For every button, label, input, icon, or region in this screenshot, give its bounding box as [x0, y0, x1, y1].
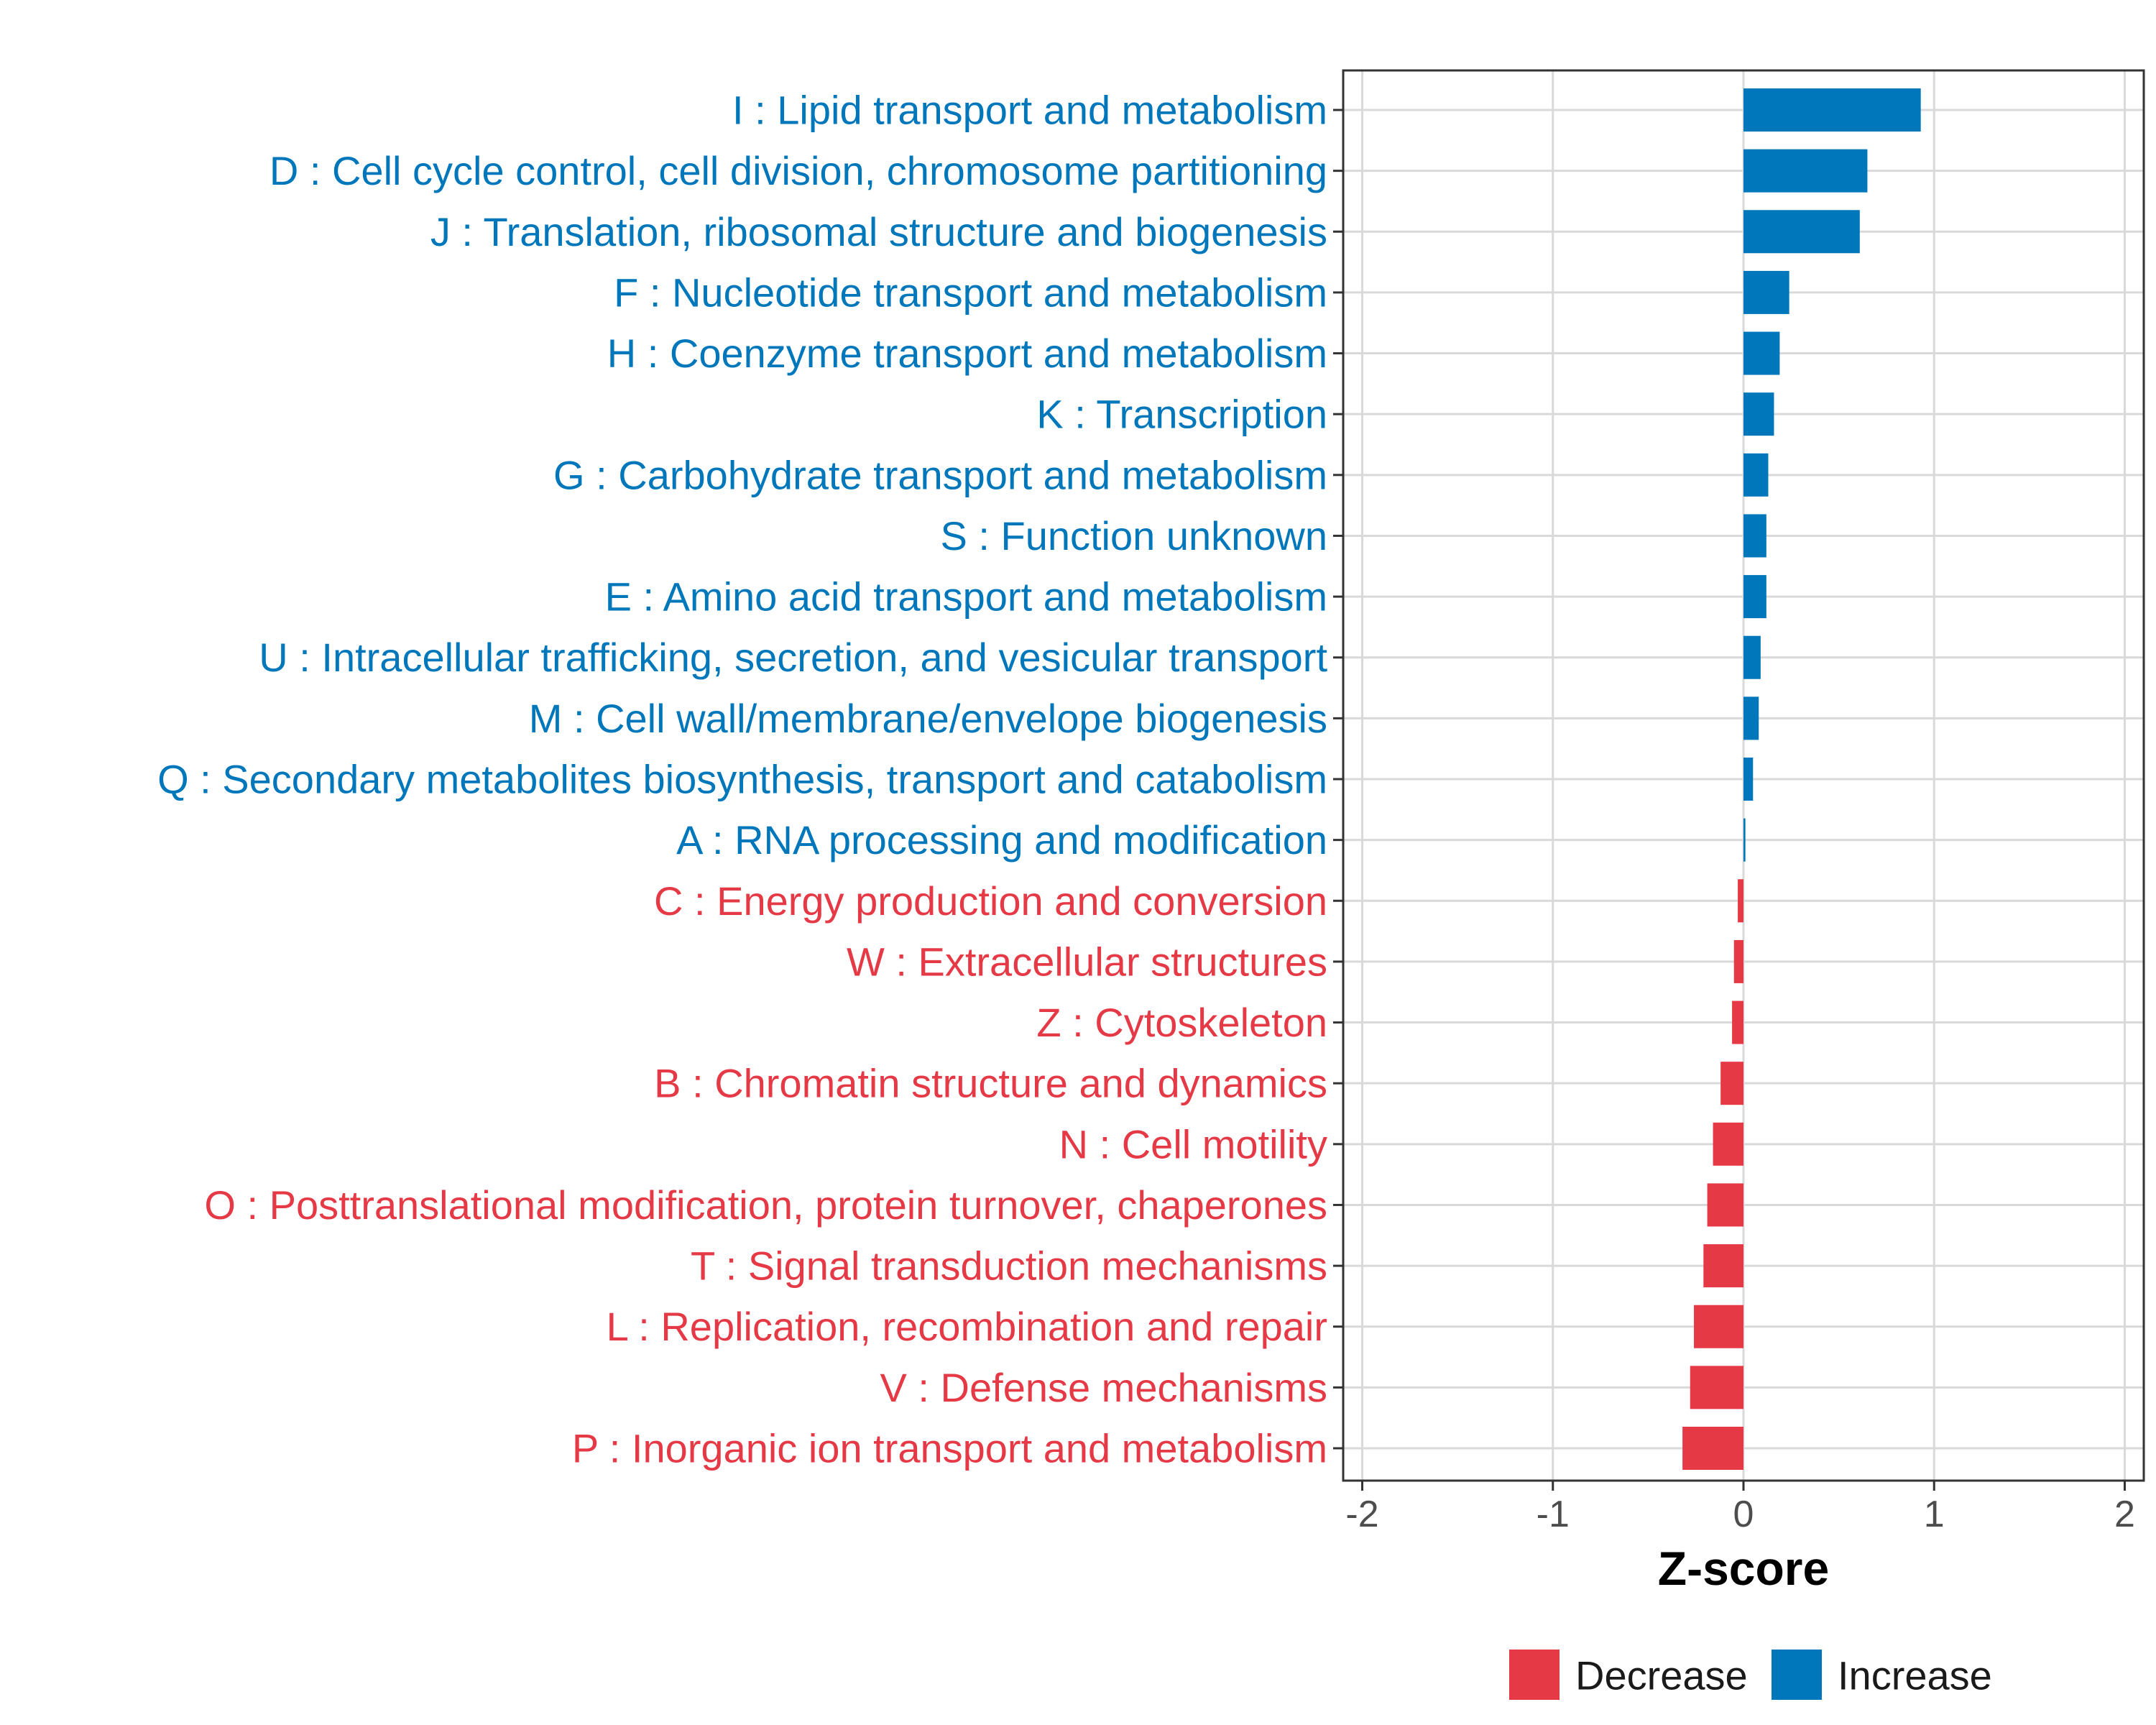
bar: [1743, 88, 1921, 132]
bar: [1713, 1122, 1743, 1166]
bar: [1690, 1366, 1743, 1409]
legend: Decrease Increase: [1509, 1650, 1992, 1700]
x-tick-label: 0: [1733, 1494, 1754, 1535]
category-label: E : Amino acid transport and metabolism: [605, 574, 1327, 620]
category-label: L : Replication, recombination and repai…: [607, 1304, 1327, 1349]
category-label: A : RNA processing and modification: [676, 817, 1327, 862]
bar: [1743, 210, 1860, 254]
category-label: H : Coenzyme transport and metabolism: [607, 331, 1327, 376]
category-label: N : Cell motility: [1059, 1121, 1327, 1167]
bar: [1743, 514, 1766, 558]
bar: [1682, 1427, 1743, 1470]
category-label: P : Inorganic ion transport and metaboli…: [572, 1426, 1327, 1471]
category-label: D : Cell cycle control, cell division, c…: [270, 148, 1327, 193]
category-label: F : Nucleotide transport and metabolism: [614, 270, 1327, 315]
bar: [1743, 270, 1789, 314]
bar: [1733, 939, 1743, 983]
bar: [1707, 1183, 1743, 1227]
bar: [1743, 331, 1780, 375]
x-tick-label: 2: [2114, 1494, 2135, 1535]
legend-label-decrease: Decrease: [1575, 1653, 1748, 1698]
bar: [1720, 1062, 1743, 1105]
x-axis-title: Z-score: [1658, 1542, 1829, 1595]
category-label: K : Transcription: [1036, 392, 1327, 437]
category-label: Z : Cytoskeleton: [1036, 1000, 1327, 1045]
category-label: G : Carbohydrate transport and metabolis…: [553, 452, 1327, 497]
category-labels: I : Lipid transport and metabolism D : Ce…: [157, 88, 1343, 1471]
x-axis-ticks: -2 -1 0 1 2: [1345, 1481, 2135, 1535]
category-label: B : Chromatin structure and dynamics: [654, 1061, 1327, 1106]
bar: [1743, 149, 1868, 193]
legend-swatch-increase: [1772, 1650, 1822, 1700]
category-label: S : Function unknown: [940, 513, 1327, 558]
category-label: W : Extracellular structures: [847, 939, 1327, 984]
category-label: U : Intracellular trafficking, secretion…: [259, 635, 1327, 680]
bar: [1743, 453, 1769, 497]
bar: [1738, 879, 1743, 923]
bars: [1682, 88, 1921, 1470]
x-tick-label: -2: [1345, 1494, 1378, 1535]
bar: [1743, 818, 1746, 862]
bar: [1743, 758, 1754, 801]
bar: [1743, 575, 1766, 619]
category-label: Q : Secondary metabolites biosynthesis, …: [157, 757, 1327, 802]
x-tick-label: -1: [1537, 1494, 1570, 1535]
bar: [1703, 1244, 1743, 1288]
x-tick-label: 1: [1924, 1494, 1945, 1535]
bar: [1732, 1000, 1743, 1044]
bar: [1743, 696, 1759, 740]
legend-swatch-decrease: [1509, 1650, 1560, 1700]
bar: [1743, 635, 1761, 679]
category-label: V : Defense mechanisms: [880, 1365, 1327, 1410]
category-label: C : Energy production and conversion: [654, 878, 1327, 924]
category-label: I : Lipid transport and metabolism: [732, 88, 1327, 133]
category-label: O : Posttranslational modification, prot…: [204, 1182, 1327, 1228]
bar: [1743, 392, 1774, 436]
category-label: J : Translation, ribosomal structure and…: [430, 209, 1327, 254]
legend-label-increase: Increase: [1838, 1653, 1992, 1698]
bar: [1694, 1305, 1743, 1348]
category-label: M : Cell wall/membrane/envelope biogenes…: [529, 696, 1327, 741]
category-label: T : Signal transduction mechanisms: [691, 1243, 1327, 1289]
